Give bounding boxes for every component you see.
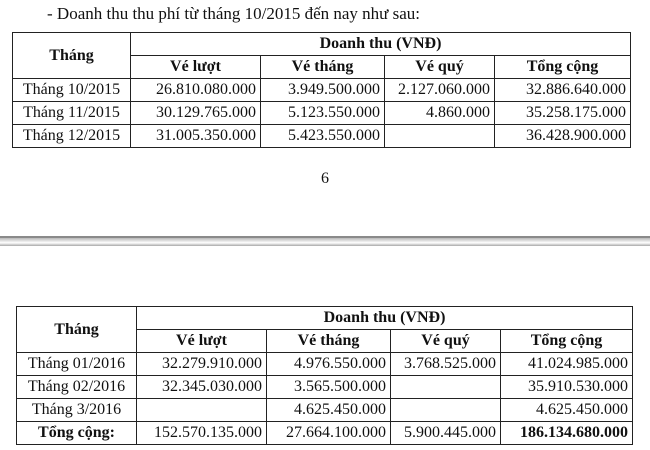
value-cell: 35.258.175.000 [493,101,632,125]
col-header-ve-quy: Vé quý [384,55,495,79]
col-header-ve-luot: Vé lượt [136,329,267,353]
month-cell: Tháng 3/2016 [16,398,137,422]
value-cell: 5.123.550.000 [260,101,385,125]
value-cell [390,375,501,399]
col-header-tong-cong: Tổng cộng [499,329,634,353]
table-row: Tháng 02/2016 32.345.030.000 3.565.500.0… [16,375,634,399]
value-cell: 41.024.985.000 [499,352,634,376]
value-cell [136,398,267,422]
col-header-ve-thang: Vé tháng [266,329,391,353]
value-cell: 32.279.910.000 [136,352,267,376]
page-number: 6 [321,170,329,187]
value-cell [390,398,501,422]
table-row: Tháng 12/2015 31.005.350.000 5.423.550.0… [12,124,632,148]
page-break-divider [0,236,650,246]
value-cell: 35.910.530.000 [499,375,634,399]
table-row: Tháng 01/2016 32.279.910.000 4.976.550.0… [16,352,634,376]
value-cell: 4.976.550.000 [266,352,391,376]
col-header-ve-thang: Vé tháng [260,55,385,79]
total-row: Tổng cộng: 152.570.135.000 27.664.100.00… [16,421,634,445]
month-cell: Tháng 02/2016 [16,375,137,399]
grand-total-cell: 186.134.680.000 [499,421,634,445]
value-cell: 4.625.450.000 [266,398,391,422]
revenue-table-2016: Tháng Doanh thu (VNĐ) Vé lượt Vé tháng V… [16,306,634,445]
total-label: Tổng cộng: [16,421,137,445]
month-cell: Tháng 12/2015 [12,124,131,148]
value-cell: 4.625.450.000 [499,398,634,422]
value-cell: 4.860.000 [384,101,495,125]
value-cell: 3.768.525.000 [390,352,501,376]
value-cell: 36.428.900.000 [493,124,632,148]
col-header-tong-cong: Tổng cộng [493,55,632,79]
total-value-cell: 152.570.135.000 [136,421,267,445]
month-cell: Tháng 11/2015 [12,101,131,125]
revenue-group-header: Doanh thu (VNĐ) [129,32,632,56]
month-header: Tháng [16,306,137,353]
revenue-group-header: Doanh thu (VNĐ) [135,306,634,330]
month-header: Tháng [12,32,131,79]
revenue-table-2015: Tháng Doanh thu (VNĐ) Vé lượt Vé tháng V… [12,32,632,148]
table-row: Tháng 10/2015 26.810.080.000 3.949.500.0… [12,78,632,102]
value-cell: 5.423.550.000 [260,124,385,148]
col-header-ve-luot: Vé lượt [130,55,261,79]
value-cell: 3.949.500.000 [260,78,385,102]
value-cell [384,124,495,148]
value-cell: 30.129.765.000 [130,101,261,125]
table-row: Tháng 3/2016 4.625.450.000 4.625.450.000 [16,398,634,422]
value-cell: 31.005.350.000 [130,124,261,148]
value-cell: 32.345.030.000 [136,375,267,399]
intro-text: - Doanh thu thu phí từ tháng 10/2015 đến… [47,4,421,23]
value-cell: 26.810.080.000 [130,78,261,102]
month-cell: Tháng 10/2015 [12,78,131,102]
value-cell: 2.127.060.000 [384,78,495,102]
value-cell: 3.565.500.000 [266,375,391,399]
month-cell: Tháng 01/2016 [16,352,137,376]
value-cell: 32.886.640.000 [493,78,632,102]
table-row: Tháng 11/2015 30.129.765.000 5.123.550.0… [12,101,632,125]
total-value-cell: 5.900.445.000 [390,421,501,445]
col-header-ve-quy: Vé quý [390,329,501,353]
total-value-cell: 27.664.100.000 [266,421,391,445]
